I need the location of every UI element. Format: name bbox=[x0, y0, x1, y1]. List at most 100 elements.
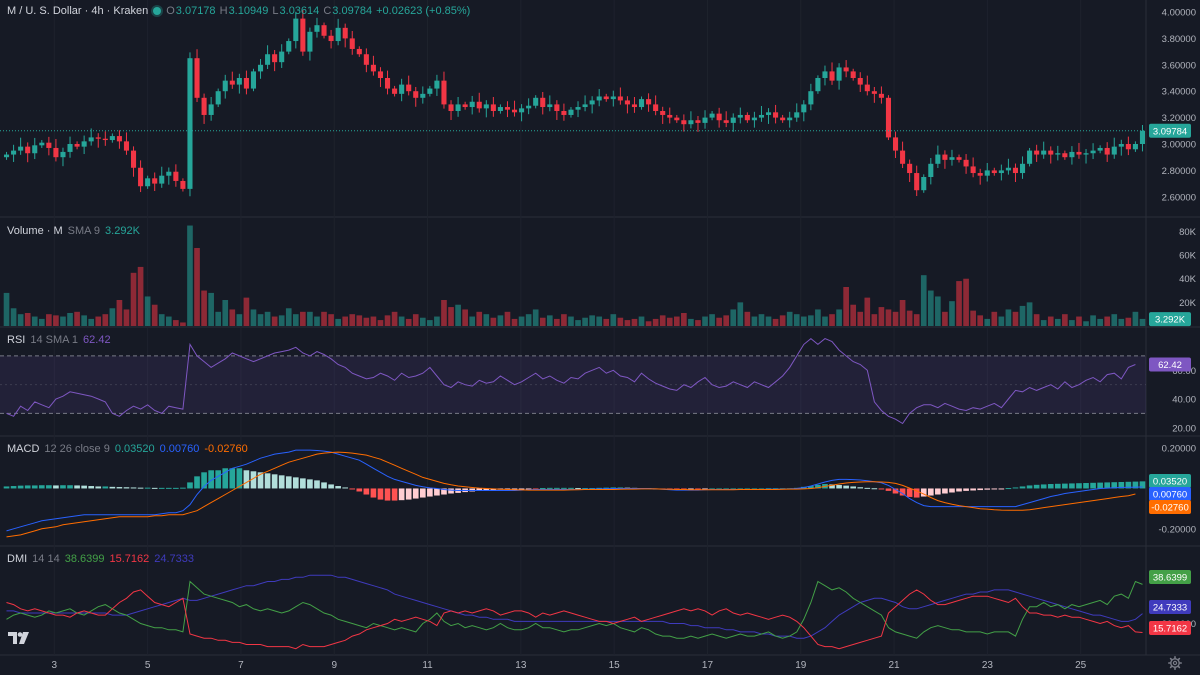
price-candle bbox=[589, 96, 595, 114]
volume-bar bbox=[405, 318, 412, 326]
price-candle bbox=[406, 75, 412, 96]
price-candle bbox=[145, 175, 151, 189]
low-label: L bbox=[272, 5, 279, 17]
time-tick-label: 3 bbox=[52, 660, 58, 671]
volume-bar bbox=[462, 309, 468, 326]
volume-bar bbox=[363, 317, 370, 326]
price-candle bbox=[39, 140, 45, 148]
price-candle bbox=[469, 95, 475, 115]
price-candle bbox=[695, 116, 701, 132]
price-candle bbox=[829, 62, 835, 85]
macd-histogram-bar bbox=[1069, 483, 1075, 489]
time-tick-label: 13 bbox=[515, 660, 527, 671]
volume-axis-label: 20K bbox=[1179, 298, 1197, 309]
volume-bar bbox=[857, 311, 864, 326]
macd-histogram-bar bbox=[1019, 486, 1026, 489]
volume-bar bbox=[328, 314, 334, 326]
rsi-value: 62.42 bbox=[83, 334, 111, 346]
price-candle bbox=[716, 107, 722, 128]
price-candle bbox=[582, 95, 588, 112]
macd-histogram-bar bbox=[123, 487, 130, 489]
volume-bar bbox=[1033, 314, 1040, 326]
price-candle bbox=[32, 137, 38, 160]
volume-bar bbox=[673, 316, 680, 326]
volume-bar bbox=[702, 316, 708, 326]
price-candle bbox=[1090, 143, 1096, 160]
volume-bar bbox=[448, 307, 454, 326]
volume-bar bbox=[935, 296, 941, 326]
price-candle bbox=[709, 111, 715, 121]
tradingview-logo-icon[interactable] bbox=[8, 630, 30, 646]
volume-bar bbox=[236, 314, 243, 326]
macd-histogram-bar bbox=[173, 487, 179, 489]
volume-bar bbox=[194, 248, 200, 326]
macd-histogram-bar bbox=[476, 488, 483, 491]
volume-bar bbox=[1062, 314, 1068, 326]
macd-histogram-bar bbox=[596, 487, 603, 489]
price-candle bbox=[81, 135, 87, 155]
macd-histogram-bar bbox=[1118, 482, 1125, 489]
macd-histogram-bar bbox=[709, 488, 715, 490]
low-value: 3.03614 bbox=[279, 5, 320, 17]
price-candle bbox=[526, 98, 532, 115]
volume-bar bbox=[1076, 316, 1082, 326]
price-candle bbox=[1104, 142, 1110, 162]
volume-bar bbox=[441, 300, 447, 326]
price-candle bbox=[236, 73, 242, 94]
macd-histogram-bar bbox=[314, 480, 320, 489]
volume-bar bbox=[1012, 311, 1019, 326]
macd-hist-value: 0.03520 bbox=[114, 443, 155, 455]
volume-bar bbox=[815, 309, 821, 326]
price-candle bbox=[850, 68, 856, 81]
price-candle bbox=[265, 45, 271, 70]
volume-bar bbox=[589, 315, 595, 326]
price-candle bbox=[321, 22, 327, 39]
macd-histogram-bar bbox=[222, 468, 229, 489]
volume-bar bbox=[243, 297, 250, 326]
svg-text:3.292K: 3.292K bbox=[1155, 315, 1186, 326]
macd-histogram-bar bbox=[1033, 484, 1040, 489]
volume-bar bbox=[786, 311, 793, 326]
price-candle bbox=[843, 60, 849, 78]
volume-bar bbox=[772, 318, 779, 326]
price-candle bbox=[991, 167, 997, 176]
macd-histogram-bar bbox=[716, 488, 722, 490]
price-candle bbox=[900, 141, 906, 169]
time-tick-label: 11 bbox=[422, 660, 433, 671]
price-candle bbox=[511, 100, 518, 117]
rsi-axis-label: 20.00 bbox=[1172, 423, 1196, 434]
price-candle bbox=[455, 97, 461, 117]
macd-histogram-bar bbox=[370, 488, 377, 498]
price-candle bbox=[822, 65, 828, 86]
macd-histogram-bar bbox=[532, 488, 539, 490]
volume-bar bbox=[469, 316, 476, 326]
volume-bar bbox=[24, 313, 31, 326]
macd-histogram-bar bbox=[419, 488, 426, 498]
macd-histogram-bar bbox=[144, 487, 151, 489]
price-candle bbox=[977, 168, 983, 185]
price-candle bbox=[434, 74, 440, 96]
volume-bar bbox=[497, 315, 504, 326]
macd-histogram-bar bbox=[751, 488, 758, 490]
volume-bar bbox=[1019, 305, 1026, 326]
volume-bar bbox=[984, 318, 991, 326]
price-candle bbox=[152, 172, 158, 191]
macd-histogram-bar bbox=[46, 485, 52, 489]
rsi-axis-label: 40.00 bbox=[1172, 395, 1196, 406]
price-candle bbox=[730, 113, 736, 132]
volume-bar bbox=[95, 316, 102, 326]
price-candle bbox=[427, 85, 433, 97]
macd-histogram-bar bbox=[448, 488, 454, 494]
svg-text:15.7162: 15.7162 bbox=[1153, 624, 1187, 635]
volume-axis-label: 80K bbox=[1179, 227, 1197, 238]
macd-histogram-bar bbox=[201, 472, 207, 489]
price-candle bbox=[60, 147, 66, 167]
macd-histogram-bar bbox=[546, 487, 553, 489]
gear-icon[interactable] bbox=[1168, 656, 1182, 670]
volume-bar bbox=[624, 320, 631, 326]
price-axis-label: 4.00000 bbox=[1162, 8, 1196, 19]
macd-histogram-bar bbox=[815, 484, 821, 489]
price-candle bbox=[1097, 145, 1103, 154]
volume-bar bbox=[1111, 314, 1118, 326]
